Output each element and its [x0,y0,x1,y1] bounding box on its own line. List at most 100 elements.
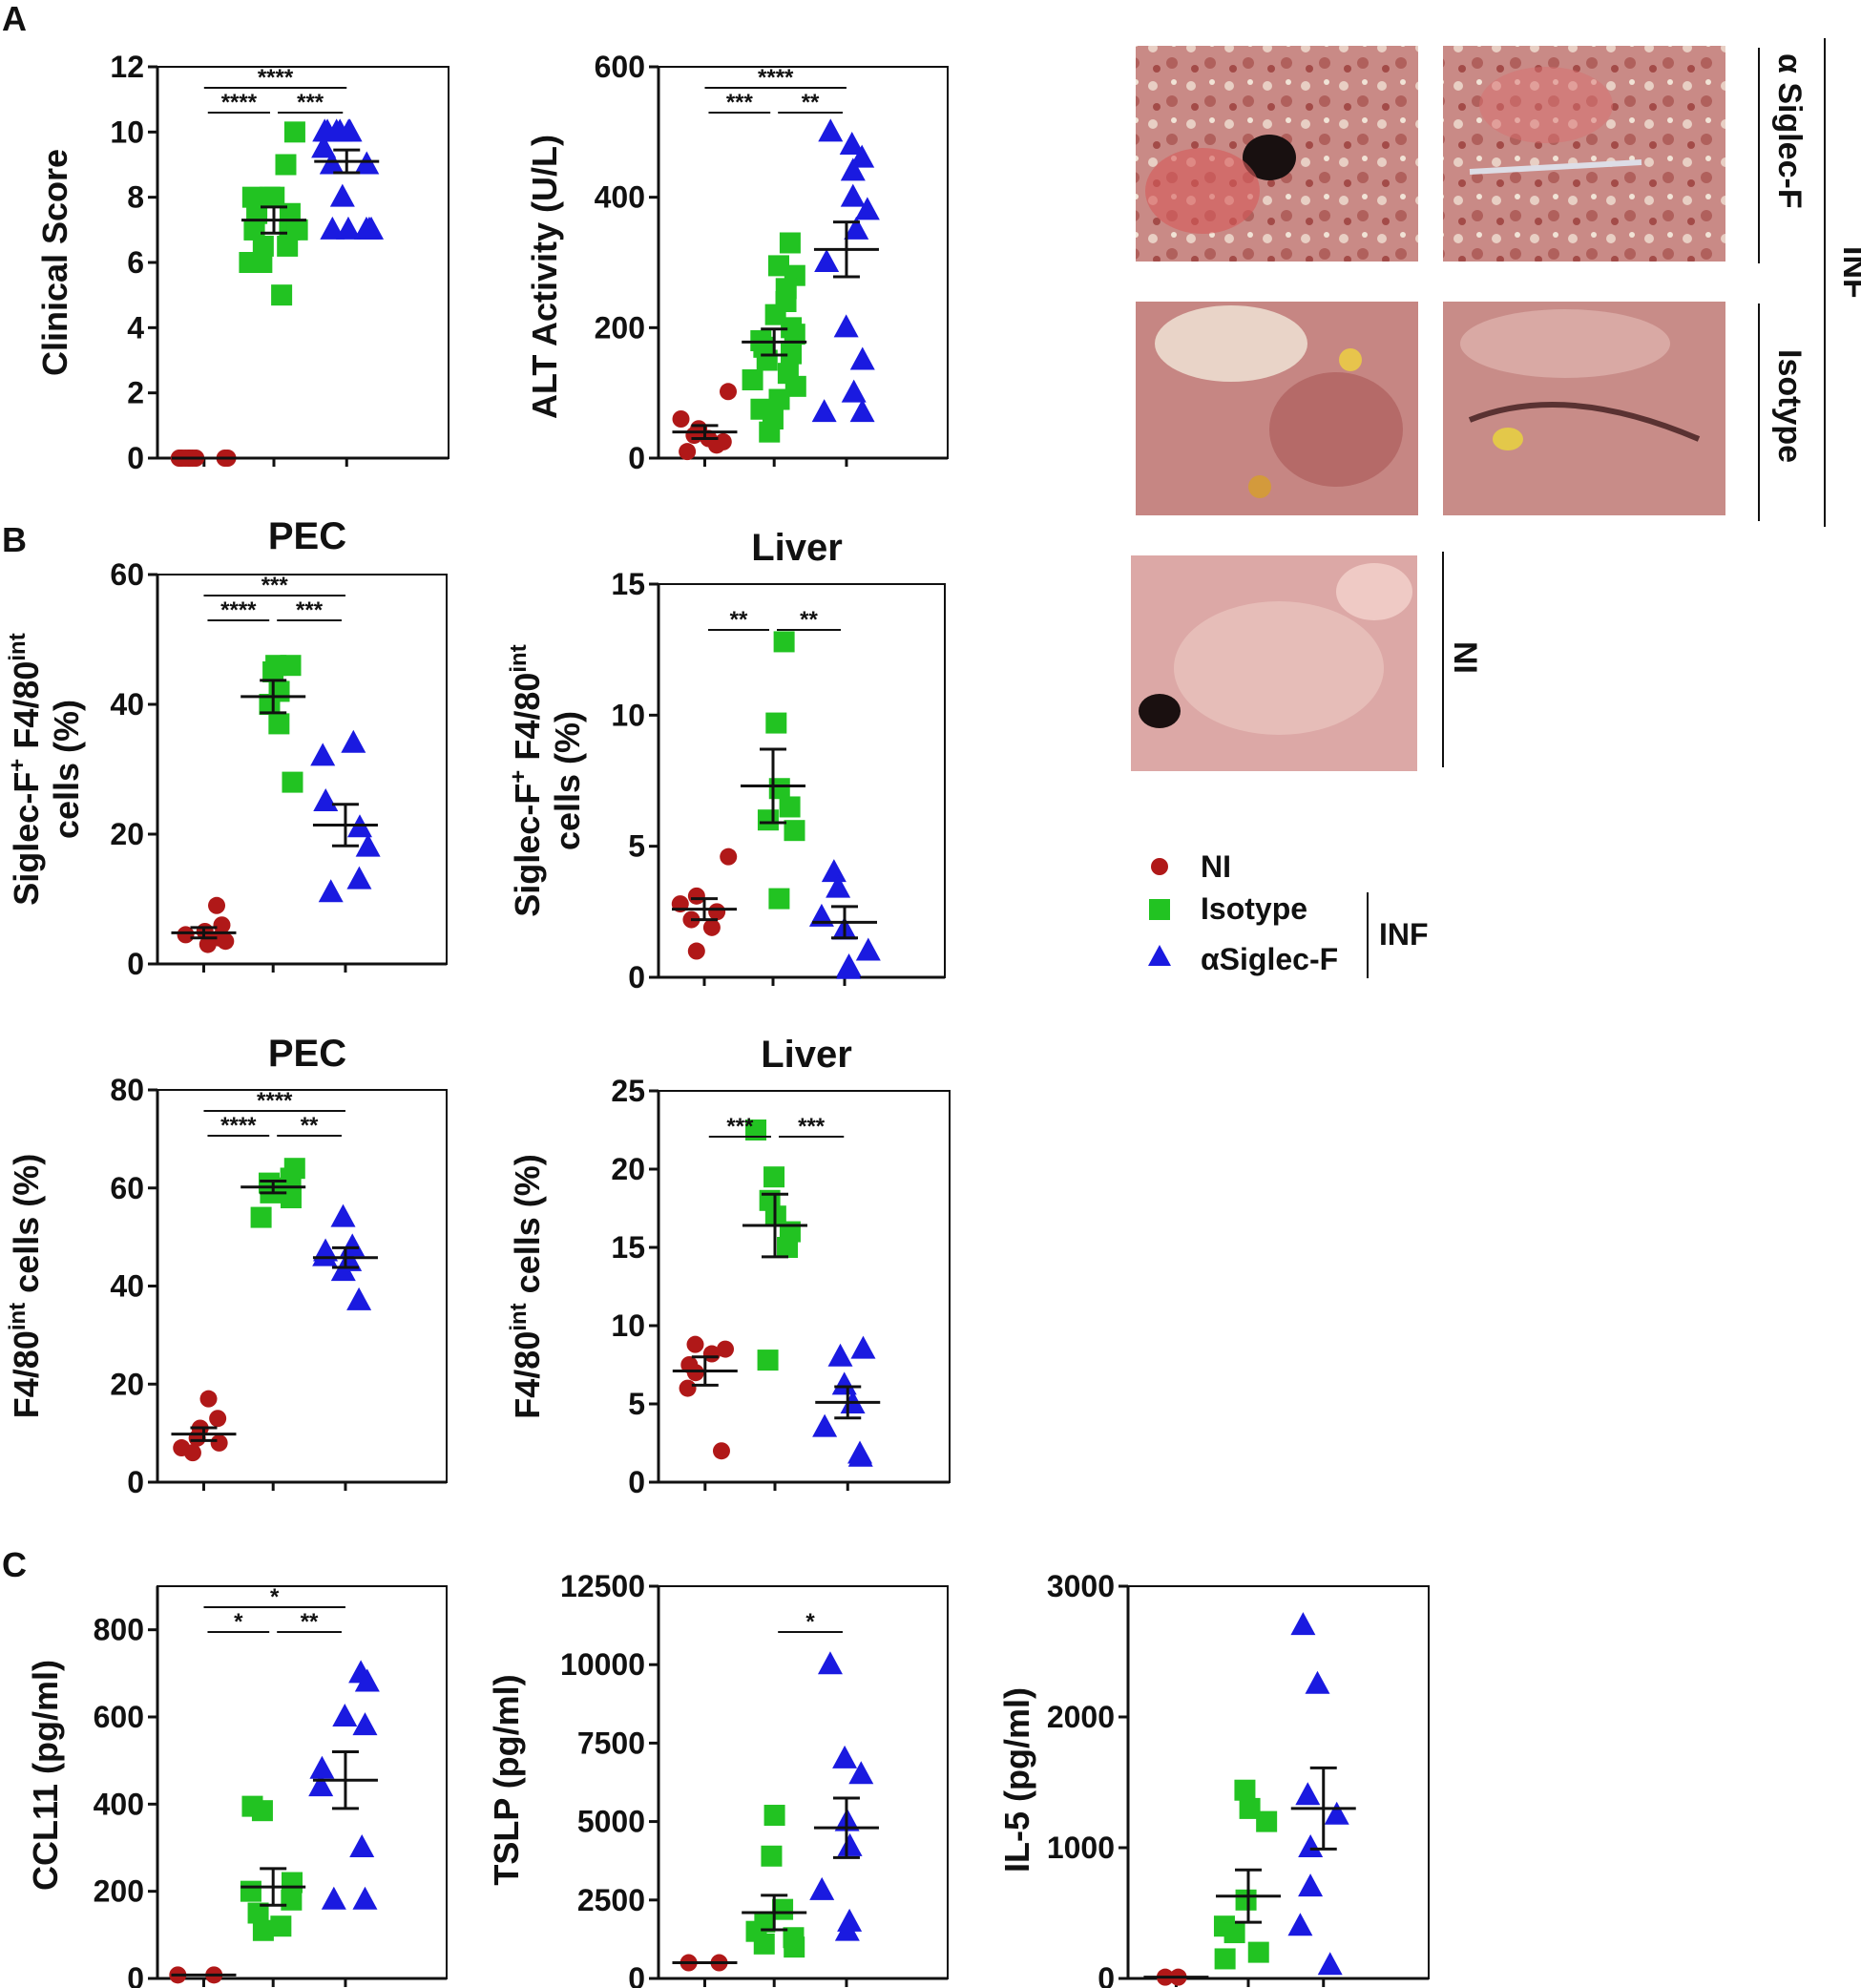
point-isotype-9 [252,235,274,257]
point-siglecf-5 [1298,1873,1324,1897]
point-isotype-2 [262,661,284,682]
point-siglecf-3 [840,157,866,181]
plot-frame [658,1090,951,1483]
y-axis-label-part: F4/80 [508,673,547,770]
sig-label-0: *** [726,90,754,115]
point-siglecf-9 [849,346,875,370]
point-ni-0 [199,1390,218,1408]
point-siglecf-6 [1287,1913,1313,1936]
point-siglecf-1 [839,132,865,155]
point-siglecf-5 [315,118,341,142]
plot-frame [157,574,448,965]
point-isotype-14 [784,375,806,397]
point-ni-4 [210,1433,228,1452]
point-isotype-7 [252,1919,274,1941]
point-ni-5 [712,1442,730,1460]
y-tick-label-3: 7500 [577,1726,645,1760]
y-tick-label-2: 10 [611,698,645,732]
point-isotype-1 [761,1845,783,1867]
y-tick-label-6: 12 [110,50,144,84]
point-siglecf-2 [831,1371,857,1395]
point-siglecf-4 [837,1832,863,1856]
sig-label-0: ** [730,607,748,633]
point-isotype-0 [283,121,305,143]
point-ni-1 [672,410,690,428]
point-isotype-13 [742,369,763,390]
point-isotype-0 [779,232,801,254]
point-siglecf-11 [320,216,345,240]
point-siglecf-7 [1317,1952,1343,1976]
sig-label-0: *** [726,1114,754,1140]
point-ni-3 [708,903,726,921]
point-siglecf-6 [346,1287,372,1310]
y-axis-label-part: + [506,770,532,784]
y-axis-label: F4/80int cells (%) [506,1154,547,1418]
point-siglecf-4 [1298,1834,1324,1857]
point-isotype-2 [241,186,263,208]
point-isotype-10 [277,235,299,257]
point-isotype-0 [773,631,795,653]
sig-label-0: **** [220,597,257,623]
point-ni-4 [679,1379,697,1397]
y-axis-label: CCL11 (pg/ml) [26,1660,65,1891]
point-ni-0 [720,848,738,866]
y-tick-label-4: 80 [110,1073,144,1107]
sig-label-0: * [234,1609,243,1635]
point-siglecf-10 [841,379,867,403]
point-siglecf-1 [827,1343,853,1367]
point-isotype-0 [745,1120,767,1140]
point-isotype-14 [263,186,285,208]
legend-group-label: INF [1379,917,1429,952]
point-siglecf-4 [309,1755,335,1779]
y-axis-label: Siglec-F+ F4/80int [506,644,547,916]
y-tick-label-3: 15 [611,1230,645,1265]
photo-tile-siglec-1 [1136,46,1418,262]
y-tick-label-1: 2500 [577,1883,645,1917]
point-ni-1 [209,1410,227,1428]
chart-il5: 0 1000 2000 3000 IL-5 (pg/ml) [997,1569,1430,1988]
point-siglecf-12 [811,399,837,423]
sig-label-2: * [270,1584,280,1610]
point-siglecf-2 [313,788,339,811]
legend-label-ni: NI [1201,849,1231,884]
y-tick-label-1: 200 [595,310,645,345]
point-siglecf-4 [336,118,362,142]
y-axis-label-part: int [5,1303,31,1330]
point-isotype-5 [247,1902,269,1924]
y-tick-label-1: 200 [94,1874,144,1909]
point-ni-1 [687,887,705,905]
y-tick-label-2: 4 [127,310,144,345]
point-isotype-1 [763,1166,785,1188]
point-ni-3 [685,427,703,445]
y-tick-label-3: 6 [127,245,144,280]
chart-title: PEC [268,515,346,557]
y-tick-label-0: 0 [127,947,144,981]
y-tick-label-1: 5 [628,829,645,864]
legend: NI Isotype αSiglec-F INF [1148,849,1429,978]
legend-label-siglec: αSiglec-F [1201,942,1338,976]
panel-label-b: B [2,520,27,559]
point-siglecf-6 [836,955,862,979]
point-isotype-7 [1214,1948,1236,1970]
plot-frame [157,1585,448,1979]
point-isotype-2 [772,1898,794,1920]
y-axis-label-part: cells (%) [508,1154,547,1303]
point-isotype-1 [280,655,302,677]
y-tick-label-3: 600 [595,50,645,84]
y-axis-label-part: F4/80 [508,1331,547,1419]
y-axis-label-part: int [506,644,532,672]
point-siglecf-9 [329,183,355,207]
y-tick-label-0: 0 [628,1465,645,1499]
point-siglecf-6 [318,879,344,903]
point-siglecf-6 [349,1834,375,1857]
y-tick-label-0: 0 [127,1465,144,1499]
y-axis-label-part: Siglec-F [7,772,46,906]
point-siglecf-1 [310,743,336,766]
y-tick-label-4: 8 [127,180,144,215]
point-siglecf-1 [354,1668,380,1692]
point-isotype-6 [768,888,790,910]
